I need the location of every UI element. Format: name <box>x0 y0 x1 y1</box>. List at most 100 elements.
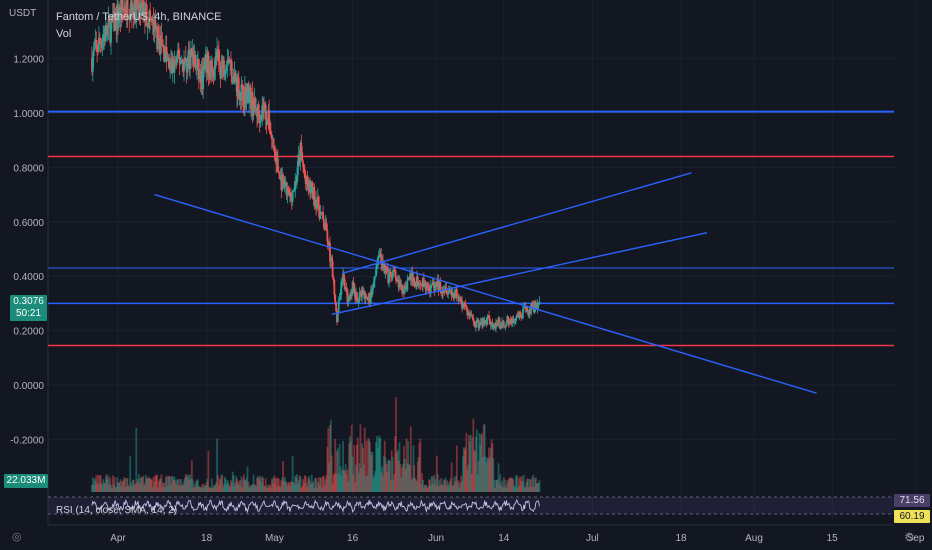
trend-line <box>154 193 817 394</box>
volume-bar <box>231 471 234 492</box>
volume-indicator-label[interactable]: Vol <box>56 28 72 40</box>
volume-bar <box>484 456 487 492</box>
volume-bar <box>447 483 450 492</box>
volume-bar <box>437 485 440 492</box>
candle-body <box>270 133 272 135</box>
candle-body <box>264 105 267 120</box>
candle-body <box>278 173 281 180</box>
last-price-value: 0.3076 <box>13 296 44 307</box>
volume-bar <box>137 474 140 492</box>
candle-body <box>97 51 99 52</box>
gear-icon[interactable]: ⚙ <box>904 530 915 544</box>
candle-body <box>334 294 337 303</box>
volume-bar <box>147 476 150 492</box>
volume-bar <box>367 437 370 492</box>
candle-body <box>337 300 340 314</box>
candle-body <box>352 282 355 284</box>
volume-bar <box>495 479 498 492</box>
volume-bar <box>158 479 161 492</box>
candle-body <box>117 16 120 23</box>
candle-body <box>164 61 166 62</box>
volume-bar <box>403 458 406 492</box>
volume-bar <box>355 464 357 492</box>
volume-bar <box>511 478 514 492</box>
time-tick-label: Jun <box>428 533 444 544</box>
candle-body <box>463 302 466 305</box>
volume-bar <box>399 464 402 492</box>
candle-body <box>269 130 271 134</box>
volume-bar <box>296 474 298 492</box>
volume-bar <box>173 476 176 492</box>
volume-bar <box>499 474 502 492</box>
volume-bar <box>329 419 332 492</box>
volume-bar <box>106 479 109 492</box>
volume-bar <box>485 462 488 492</box>
volume-bar <box>205 482 208 492</box>
volume-bar <box>230 482 233 492</box>
candle-body <box>319 212 322 219</box>
volume-bar <box>385 463 388 492</box>
volume-bar <box>425 485 428 492</box>
volume-bar <box>349 436 351 492</box>
volume-bar <box>508 479 511 492</box>
volume-bar <box>199 487 202 492</box>
candle-body <box>216 48 218 60</box>
candle-body <box>357 300 360 303</box>
candle-body <box>301 152 304 161</box>
volume-bar <box>197 486 200 492</box>
volume-bar <box>268 484 271 492</box>
candle-body <box>149 10 152 19</box>
candle-body <box>213 68 216 79</box>
candle-body <box>270 134 273 140</box>
volume-bar <box>375 441 377 492</box>
candle-body <box>448 290 450 292</box>
candle-body <box>385 266 388 269</box>
tradingview-logo-icon[interactable]: ◎ <box>12 531 22 543</box>
candle-body <box>211 66 214 76</box>
volume-bar <box>372 478 375 492</box>
volume-bar <box>382 475 384 492</box>
volume-bar <box>224 479 227 492</box>
volume-bar <box>445 486 448 492</box>
volume-bar <box>509 477 512 492</box>
candle-body <box>300 142 303 153</box>
candle-body <box>488 318 491 325</box>
volume-bar <box>263 486 266 492</box>
volume-bar <box>263 485 265 492</box>
volume-bar <box>334 438 337 492</box>
volume-bar <box>230 479 232 492</box>
candle-body <box>254 97 257 109</box>
volume-bar <box>343 469 345 492</box>
volume-bar <box>455 445 458 492</box>
volume-bar <box>241 487 244 492</box>
volume-bar <box>526 478 529 492</box>
candle-body <box>404 285 407 288</box>
volume-bar <box>293 484 296 492</box>
volume-bar <box>498 482 501 492</box>
volume-bar <box>136 482 139 492</box>
volume-bar <box>370 455 373 492</box>
rsi-indicator-label[interactable]: RSI (14, close, SMA, 14, 2) <box>56 505 178 516</box>
volume-bar <box>535 477 537 492</box>
volume-bar <box>250 486 252 492</box>
volume-bar <box>175 484 178 492</box>
volume-bar <box>402 464 404 492</box>
candle-body <box>323 219 325 228</box>
candle-body <box>479 322 482 326</box>
volume-bar <box>166 485 169 492</box>
volume-bar <box>457 480 460 492</box>
volume-bar <box>104 483 106 492</box>
candle-body <box>384 266 387 274</box>
volume-bar <box>210 487 212 492</box>
symbol-title[interactable]: Fantom / TetherUS, 4h, BINANCE <box>56 11 222 23</box>
volume-bar <box>123 477 125 492</box>
volume-bar <box>402 445 405 492</box>
volume-bar <box>455 476 457 492</box>
volume-bar <box>517 477 520 492</box>
volume-bar <box>146 478 149 492</box>
volume-bar <box>524 486 527 492</box>
candle-body <box>386 268 389 272</box>
volume-bar <box>323 476 325 492</box>
volume-bar <box>256 475 259 492</box>
